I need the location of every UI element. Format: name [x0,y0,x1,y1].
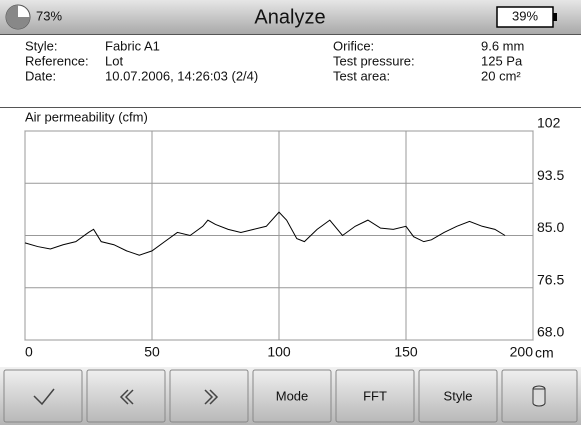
prev-icon [119,389,134,405]
x-tick-label: 50 [144,344,160,360]
x-tick-label: 0 [25,344,33,360]
info-label: Style: [25,38,58,53]
button-label: FFT [363,388,387,403]
battery-text: 39% [512,8,538,23]
title: Analyze [254,6,325,28]
header-bar [0,0,581,34]
info-value: 125 Pa [481,53,523,68]
info-label: Orifice: [333,38,374,53]
button-check[interactable] [3,369,83,423]
y-tick-label: 68.0 [537,324,564,340]
info-label: Date: [25,68,56,83]
battery-tip [553,13,557,21]
button-storage[interactable] [501,369,578,423]
x-tick-label: 100 [267,344,291,360]
next-icon [204,389,219,405]
status-icon-fill [6,5,30,29]
y-tick-label: 93.5 [537,167,564,183]
info-value: 20 cm² [481,68,521,83]
x-tick-label: 200 [510,344,534,360]
button-next[interactable] [169,369,249,423]
info-label: Reference: [25,53,89,68]
button-prev[interactable] [86,369,166,423]
chart-title: Air permeability (cfm) [25,109,148,124]
y-tick-label: 85.0 [537,219,564,235]
storage-icon [532,385,546,407]
x-axis-label: cm [535,345,554,361]
y-tick-label: 76.5 [537,271,564,287]
button-fft[interactable] [335,369,415,423]
info-value: Lot [105,53,123,68]
button-label: Mode [276,388,309,403]
data-line [24,211,506,256]
y-tick-label: 102 [537,115,561,131]
button-mode[interactable] [252,369,332,423]
x-tick-label: 150 [394,344,418,360]
check-icon [33,388,55,406]
button-bar [0,367,581,425]
info-value: 9.6 mm [481,38,524,53]
info-label: Test area: [333,68,390,83]
buttons [3,369,578,423]
info-value: 10.07.2006, 14:26:03 (2/4) [105,68,258,83]
status-text: 73% [36,8,62,23]
button-label: Style [444,388,473,403]
info-label: Test pressure: [333,53,415,68]
button-style[interactable] [418,369,498,423]
info-value: Fabric A1 [105,38,160,53]
